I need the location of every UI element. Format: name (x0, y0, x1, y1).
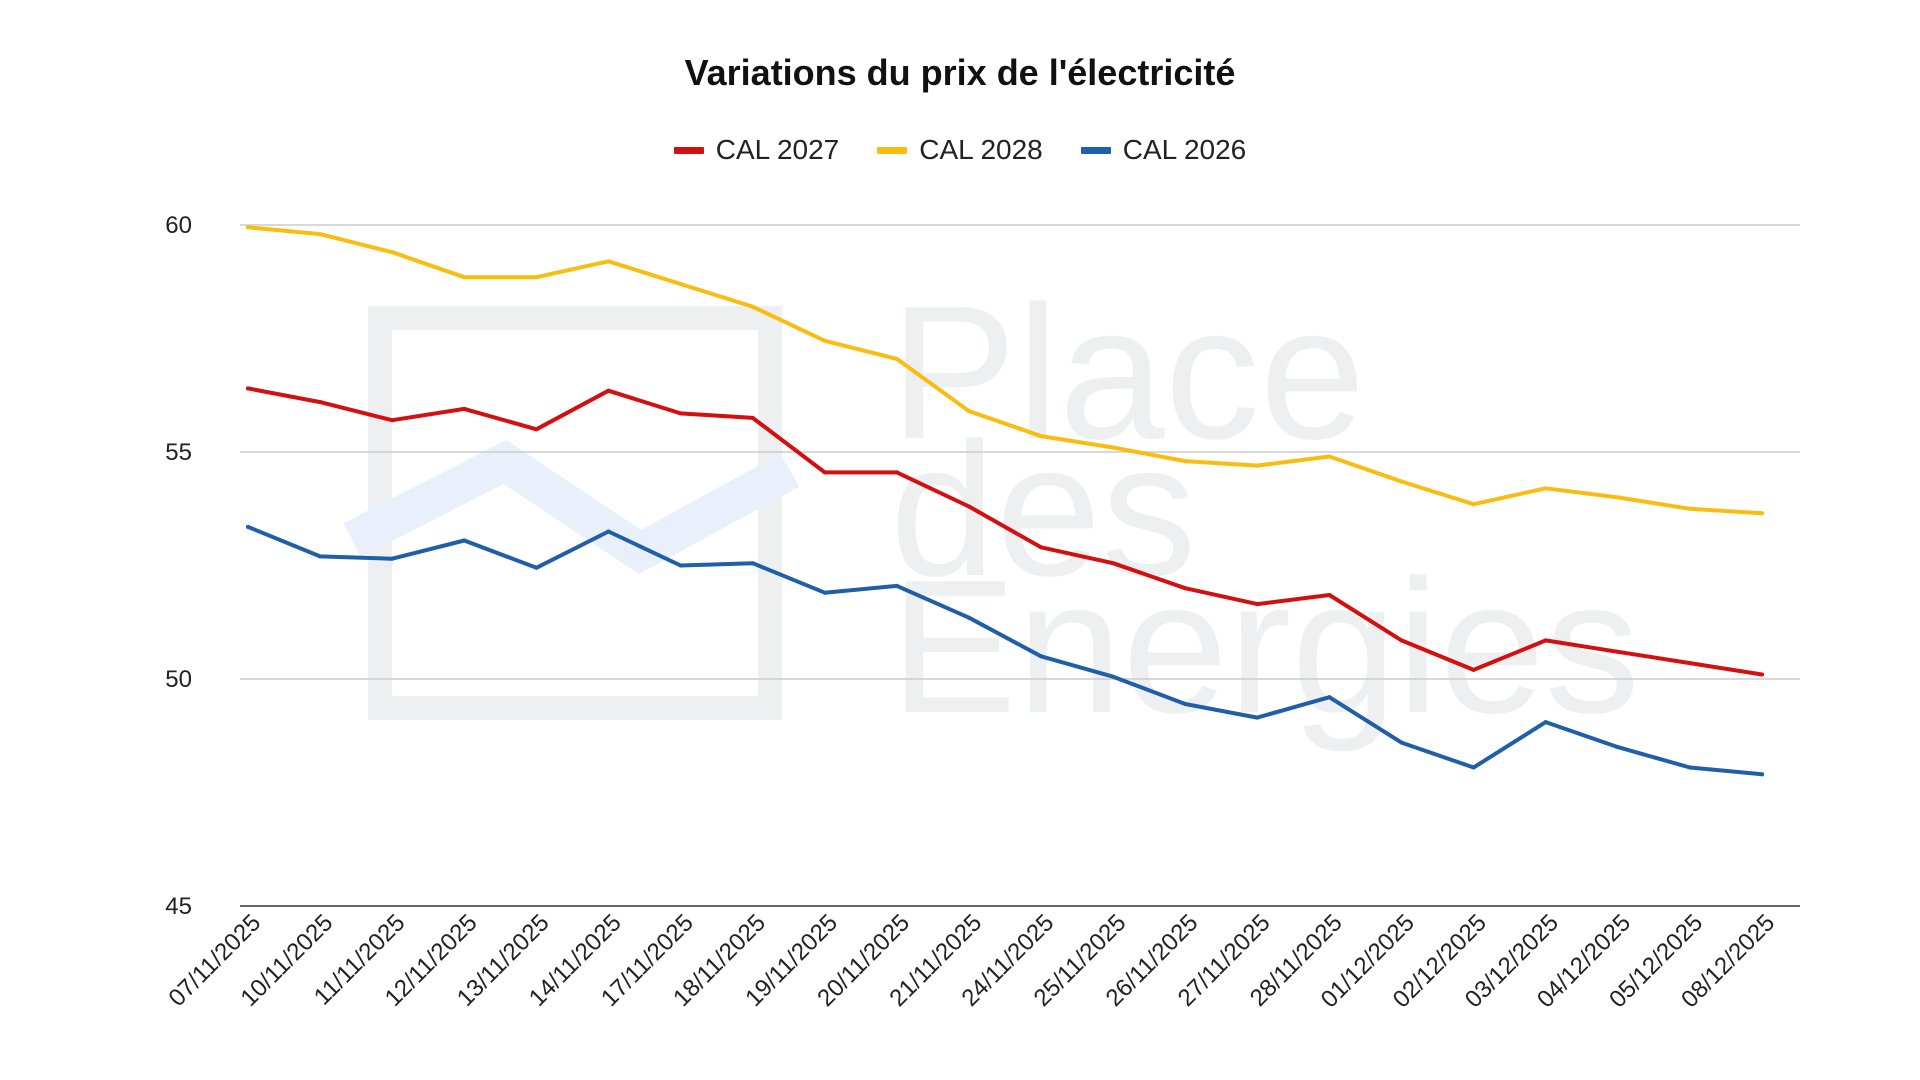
legend-label-cal-2026: CAL 2026 (1122, 134, 1247, 165)
data-point-cal-2028-0 (246, 225, 250, 230)
legend-item-cal-2026: CAL 2026 (1080, 134, 1247, 166)
data-point-cal-2028-17 (1471, 502, 1476, 507)
data-point-cal-2027-17 (1471, 667, 1476, 672)
y-tick-label-45: 45 (165, 893, 192, 920)
data-point-cal-2028-10 (966, 409, 971, 414)
data-point-cal-2026-6 (678, 563, 683, 568)
data-point-cal-2027-18 (1543, 638, 1548, 643)
data-point-cal-2028-16 (1399, 479, 1404, 484)
series-line-cal-2028 (246, 225, 1764, 516)
data-point-cal-2027-9 (894, 470, 899, 475)
y-tick-label-50: 50 (165, 666, 192, 693)
data-point-cal-2026-10 (966, 615, 971, 620)
watermark-text-energies: Energies (890, 541, 1640, 753)
data-point-cal-2028-8 (822, 338, 827, 343)
data-point-cal-2027-12 (1111, 561, 1116, 566)
legend-item-cal-2028: CAL 2028 (877, 134, 1043, 166)
data-point-cal-2026-5 (606, 529, 611, 534)
series-line-cal-2027 (246, 386, 1764, 677)
data-point-cal-2026-12 (1111, 674, 1116, 679)
data-point-cal-2028-3 (462, 275, 467, 280)
data-point-cal-2026-19 (1615, 745, 1620, 750)
watermark-logo: Place des Energies (343, 267, 1640, 753)
data-point-cal-2027-0 (246, 386, 250, 391)
data-point-cal-2027-14 (1255, 602, 1260, 607)
legend-label-cal-2028: CAL 2028 (919, 134, 1043, 165)
data-point-cal-2026-2 (390, 556, 395, 561)
data-point-cal-2026-7 (750, 561, 755, 566)
series-lines (246, 225, 1764, 777)
data-point-cal-2026-8 (822, 590, 827, 595)
data-point-cal-2027-7 (750, 415, 755, 420)
legend-item-cal-2027: CAL 2027 (673, 134, 840, 166)
data-point-cal-2027-5 (606, 388, 611, 393)
data-point-cal-2028-2 (390, 250, 395, 255)
series-line-cal-2026 (246, 524, 1764, 777)
gridlines (240, 224, 1800, 907)
data-point-cal-2027-20 (1687, 661, 1692, 666)
data-point-cal-2027-16 (1399, 638, 1404, 643)
data-point-cal-2027-19 (1615, 649, 1620, 654)
data-point-cal-2027-3 (462, 406, 467, 411)
data-point-cal-2026-15 (1327, 695, 1332, 700)
data-point-cal-2028-14 (1255, 463, 1260, 468)
data-point-cal-2028-15 (1327, 454, 1332, 459)
data-point-cal-2027-15 (1327, 593, 1332, 598)
data-point-cal-2027-13 (1183, 586, 1188, 591)
data-point-cal-2026-9 (894, 583, 899, 588)
data-point-cal-2028-1 (318, 232, 323, 237)
data-point-cal-2028-19 (1615, 495, 1620, 500)
data-point-cal-2027-1 (318, 400, 323, 405)
data-point-cal-2028-13 (1183, 459, 1188, 464)
data-point-cal-2027-8 (822, 470, 827, 475)
data-point-cal-2028-9 (894, 356, 899, 361)
data-point-cal-2027-4 (534, 427, 539, 432)
legend-swatch-cal-2028 (877, 146, 908, 154)
data-point-cal-2026-18 (1543, 720, 1548, 725)
y-tick-label-60: 60 (165, 212, 192, 239)
legend-swatch-cal-2027 (673, 146, 704, 154)
data-point-cal-2028-20 (1687, 506, 1692, 511)
data-point-cal-2028-4 (534, 275, 539, 280)
legend-label-cal-2027: CAL 2027 (715, 134, 840, 165)
chart-legend: CAL 2027 CAL 2028 CAL 2026 (0, 134, 1920, 166)
data-point-cal-2028-11 (1039, 434, 1044, 439)
data-point-cal-2026-17 (1471, 765, 1476, 770)
data-point-cal-2027-11 (1039, 545, 1044, 550)
data-point-cal-2026-0 (246, 524, 250, 529)
data-point-cal-2026-3 (462, 538, 467, 543)
watermark-text-place: Place (890, 267, 1365, 479)
data-point-cal-2028-6 (678, 282, 683, 287)
data-point-cal-2027-10 (966, 504, 971, 509)
data-point-cal-2028-5 (606, 259, 611, 264)
data-point-cal-2028-12 (1111, 445, 1116, 450)
watermark-chevron (343, 440, 800, 575)
chart-title: Variations du prix de l'électricité (684, 52, 1236, 93)
y-tick-label-55: 55 (165, 439, 192, 466)
data-point-cal-2027-2 (390, 418, 395, 423)
data-point-cal-2026-14 (1255, 715, 1260, 720)
data-point-cal-2028-21 (1760, 511, 1764, 516)
y-axis: 45 50 55 60 (165, 212, 192, 920)
legend-swatch-cal-2026 (1080, 146, 1111, 154)
data-point-cal-2026-20 (1687, 765, 1692, 770)
x-axis: 07/11/202510/11/202511/11/202512/11/2025… (163, 909, 1780, 1013)
data-point-cal-2026-21 (1760, 772, 1764, 777)
data-point-cal-2026-13 (1183, 701, 1188, 706)
data-point-cal-2027-6 (678, 411, 683, 416)
data-point-cal-2026-11 (1039, 654, 1044, 659)
data-point-cal-2026-1 (318, 554, 323, 559)
data-point-cal-2028-18 (1543, 486, 1548, 491)
data-point-cal-2026-16 (1399, 740, 1404, 745)
data-point-cal-2028-7 (750, 304, 755, 309)
data-point-cal-2026-4 (534, 565, 539, 570)
watermark-text-des: des (890, 404, 1196, 616)
data-point-cal-2027-21 (1760, 672, 1764, 677)
